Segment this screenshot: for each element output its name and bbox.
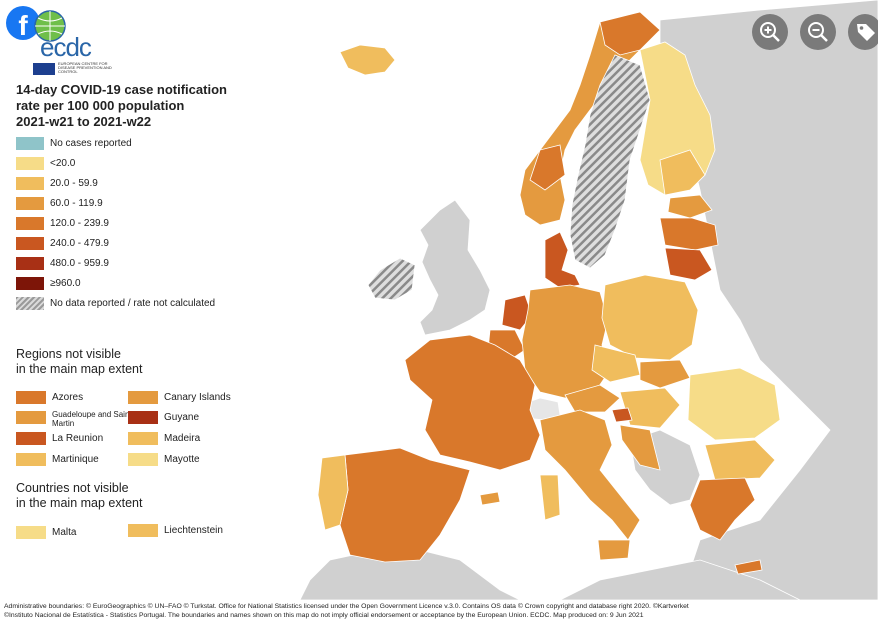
legend-label: 240.0 - 479.9 [50,238,109,249]
regions-title-line-1: Regions not visible [16,347,121,361]
italy-region [539,409,641,561]
southeast-region [687,367,781,481]
legend-swatch [16,257,44,270]
greece-region [689,477,763,575]
globe-icon [34,10,66,42]
finland-region [639,41,716,196]
ireland-region [367,257,416,301]
regions-title-line-2: in the main map extent [16,362,143,376]
region-label: Guadeloupe and Saint Martin [52,410,132,428]
countries-title-line-1: Countries not visible [16,481,129,495]
poland-region [601,274,699,361]
country-label: Liechtenstein [164,525,223,536]
regions-title: Regions not visible in the main map exte… [16,347,142,377]
region-label: Martinique [52,454,99,465]
country-label: Malta [52,527,77,538]
region-swatch [128,453,158,466]
title-line-1: 14-day COVID-19 case notification [16,82,227,97]
legend-label: ≥960.0 [50,278,81,289]
facebook-icon[interactable]: f [6,6,40,41]
eu-flag-icon [33,63,55,75]
germany-region [521,284,611,399]
zoom-out-button[interactable] [800,14,836,50]
map-title: 14-day COVID-19 case notification rate p… [16,82,286,130]
legend-label: 120.0 - 239.9 [50,218,109,229]
norway-region [519,11,661,226]
country-swatch [16,526,46,539]
iberia-region [317,447,501,563]
region-swatch [128,391,158,404]
region-swatch [128,432,158,445]
attribution-footer: Administrative boundaries: © EuroGeograp… [4,602,874,620]
countries-title: Countries not visible in the main map ex… [16,481,142,511]
france-region [404,334,541,471]
region-label: Azores [52,392,84,403]
country-swatch [128,524,158,537]
tag-icon [857,24,875,41]
legend-swatch [16,177,44,190]
region-label: Madeira [164,433,201,444]
ecdc-logo-text: ecdc [40,32,92,62]
legend-label: 480.0 - 959.9 [50,258,109,269]
region-label: Mayotte [164,454,200,465]
legend-swatch [16,137,44,150]
iceland-region [339,44,396,76]
zoom-out-icon [808,22,828,42]
title-line-2: rate per 100 000 population [16,98,185,113]
footer-line-1: Administrative boundaries: © EuroGeograp… [4,603,689,610]
tag-button[interactable] [848,14,878,50]
countries-title-line-2: in the main map extent [16,496,143,510]
zoom-in-button[interactable] [752,14,788,50]
region-swatch [128,411,158,424]
region-swatch [16,391,46,404]
eu-text: EUROPEAN CENTRE FOR DISEASE PREVENTION A… [58,61,112,74]
legend-swatch [16,297,44,310]
baltics-region [659,194,719,281]
legend-label: 60.0 - 119.9 [50,198,103,209]
region-swatch [16,453,46,466]
region-label: Canary Islands [164,392,231,403]
region-label: Guyane [164,412,200,423]
legend-label: No data reported / rate not calculated [50,298,216,309]
region-swatch [16,411,46,424]
legend-swatch [16,217,44,230]
legend-swatch [16,237,44,250]
sweden-region [569,54,651,269]
region-swatch [16,432,46,445]
footer-line-2: ©Instituto Nacional de Estatística - Sta… [4,612,644,619]
legend-label: No cases reported [50,138,132,149]
title-line-3: 2021-w21 to 2021-w22 [16,114,152,129]
legend-label: <20.0 [50,158,76,169]
region-label: La Reunion [52,433,104,444]
adriatic-region [611,407,661,471]
legend-label: 20.0 - 59.9 [50,178,98,189]
legend-swatch [16,157,44,170]
denmark-region [544,231,581,289]
central-europe-region [564,344,691,429]
legend-swatch [16,277,44,290]
zoom-in-icon [760,22,780,42]
legend-swatch [16,197,44,210]
